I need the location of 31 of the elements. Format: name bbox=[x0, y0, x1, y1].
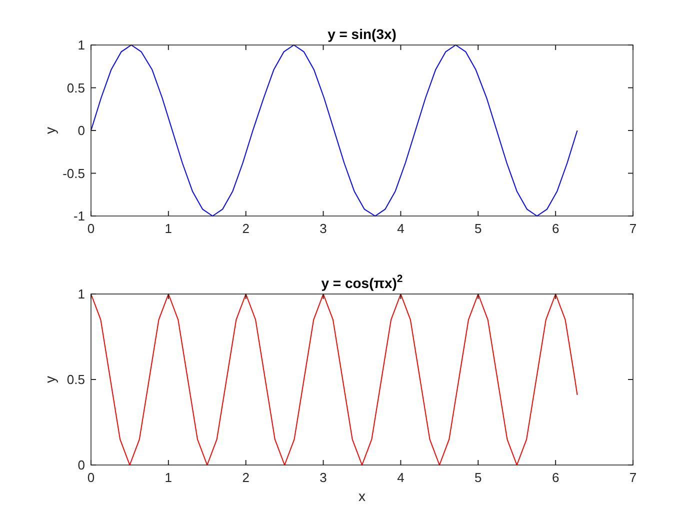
x-tick-label: 7 bbox=[629, 470, 637, 485]
x-tick-label: 2 bbox=[242, 470, 250, 485]
x-axis-title: x bbox=[358, 488, 366, 504]
y-tick-label: 0 bbox=[78, 123, 85, 138]
x-tick-label: 0 bbox=[87, 470, 95, 485]
x-tick-label: 5 bbox=[474, 221, 482, 236]
x-tick-label: 0 bbox=[87, 221, 95, 236]
x-tick-label: 5 bbox=[474, 470, 482, 485]
x-tick-label: 1 bbox=[164, 221, 172, 236]
x-tick-label: 6 bbox=[552, 470, 560, 485]
y-axis-title: y bbox=[42, 376, 58, 383]
x-tick-label: 4 bbox=[397, 470, 404, 485]
x-tick-label: 6 bbox=[552, 221, 560, 236]
line-series bbox=[90, 44, 578, 216]
y-tick-label: -0.5 bbox=[62, 166, 85, 181]
y-tick-label: 1 bbox=[78, 286, 85, 302]
chart-title: y = cos(πx)$^{2}$ bbox=[321, 273, 403, 291]
x-tick-label: 4 bbox=[397, 221, 404, 236]
x-tick-label: 1 bbox=[164, 470, 172, 485]
y-tick-label: 0.5 bbox=[66, 372, 85, 387]
y-tick-label: 0.5 bbox=[66, 80, 85, 96]
y-axis-title: y bbox=[42, 127, 58, 134]
x-tick-label: 3 bbox=[320, 470, 327, 485]
y-tick-label: 0 bbox=[78, 458, 85, 472]
x-tick-label: 2 bbox=[242, 221, 250, 236]
y-tick-label: 1 bbox=[78, 38, 85, 52]
chart-title: y = sin(3x) bbox=[328, 26, 396, 42]
x-tick-label: 7 bbox=[629, 221, 637, 236]
x-tick-label: 3 bbox=[320, 221, 327, 236]
line-series bbox=[90, 294, 578, 466]
y-tick-label: -1 bbox=[73, 208, 85, 224]
